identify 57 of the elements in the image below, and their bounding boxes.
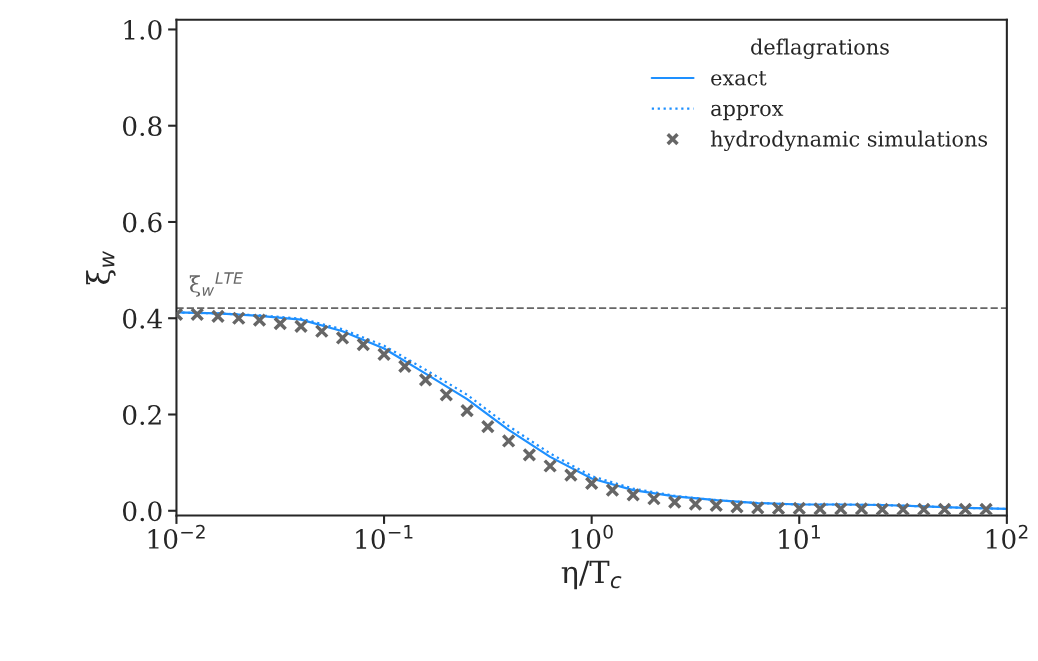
point xyxy=(501,433,516,449)
point xyxy=(771,501,786,516)
point xyxy=(459,403,475,418)
point xyxy=(646,491,662,506)
point xyxy=(252,313,267,328)
x-tick-label: 10$^{−2}$ xyxy=(148,524,205,549)
point xyxy=(833,501,848,516)
point xyxy=(418,372,433,387)
point xyxy=(792,501,807,516)
y-tick-label: 0.4 xyxy=(123,308,162,329)
point xyxy=(605,482,620,498)
point xyxy=(273,316,288,331)
point xyxy=(397,359,412,374)
point xyxy=(543,458,558,474)
point xyxy=(563,468,579,483)
point xyxy=(750,500,765,515)
y-tick-label: 0.2 xyxy=(123,404,161,425)
point xyxy=(190,307,205,322)
point xyxy=(210,309,226,324)
x-tick-label: 10$^{1}$ xyxy=(779,525,820,550)
point xyxy=(231,311,246,326)
point xyxy=(314,324,329,339)
legend-label: approx xyxy=(711,104,784,121)
y-tick-label: 0.0 xyxy=(123,501,162,522)
x-tick-label: 10$^{0}$ xyxy=(571,524,613,549)
point xyxy=(376,347,392,362)
y-tick-label: 1.0 xyxy=(124,19,162,40)
legend-title: deflagrations xyxy=(751,38,889,60)
point xyxy=(293,319,309,334)
y-tick-label: 0.6 xyxy=(123,212,162,233)
point xyxy=(875,502,890,516)
point xyxy=(667,494,682,510)
point xyxy=(709,498,724,513)
point xyxy=(895,502,911,516)
point xyxy=(978,502,994,516)
point xyxy=(584,476,599,491)
ref-line-label: ξ$_{w}$$^{LTE}$ xyxy=(189,272,243,297)
point xyxy=(335,330,350,346)
y-tick-label: 0.8 xyxy=(123,116,162,137)
legend-label: exact xyxy=(711,71,767,86)
point xyxy=(916,502,931,516)
x-tick-label: 10$^{2}$ xyxy=(986,524,1028,549)
point xyxy=(937,502,952,516)
point xyxy=(812,501,828,516)
point xyxy=(356,337,371,352)
point xyxy=(626,487,641,502)
point xyxy=(854,501,869,516)
point xyxy=(688,496,703,512)
x-axis-title: η/T$_{c}$ xyxy=(561,560,622,590)
x-tick-label: 10$^{−1}$ xyxy=(356,525,413,550)
legend-label: hydrodynamic simulations xyxy=(710,130,988,152)
y-axis-title: ξ$_{w}$ xyxy=(86,250,116,285)
point xyxy=(729,499,745,515)
point xyxy=(522,447,537,463)
point xyxy=(439,387,454,402)
point xyxy=(958,502,973,516)
point xyxy=(480,419,495,434)
